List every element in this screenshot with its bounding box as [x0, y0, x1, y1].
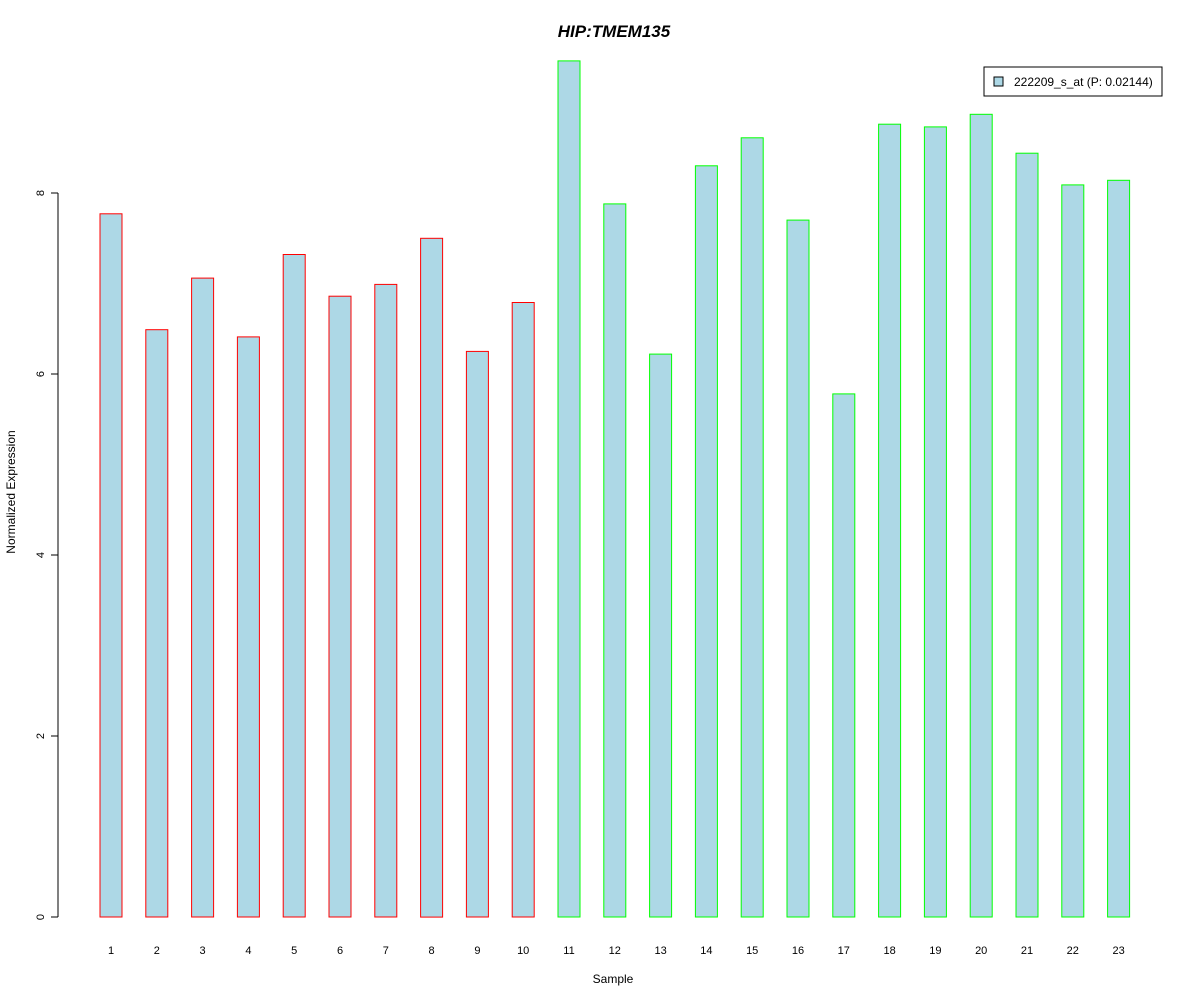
x-tick-label: 22	[1067, 945, 1079, 957]
x-tick-label: 18	[883, 945, 895, 957]
y-tick-label: 8	[35, 190, 47, 196]
x-tick-label: 20	[975, 945, 987, 957]
x-tick-label: 19	[929, 945, 941, 957]
bar-sample-19	[923, 126, 947, 918]
bar-sample-12	[603, 203, 627, 918]
bar-sample-2	[145, 329, 169, 918]
bar-sample-3	[191, 277, 215, 918]
bar-sample-17	[832, 393, 856, 918]
x-axis-tick-labels: 1 2 3 4 5 6 7 8 9 10 11 12 13 14 15 16 17 18 19 20 21 22 23	[108, 945, 1125, 957]
bar-sample-21	[1015, 152, 1039, 918]
y-tick-label: 2	[35, 733, 47, 739]
x-tick-label: 23	[1112, 945, 1124, 957]
x-tick-label: 5	[291, 945, 297, 957]
bar-sample-20	[969, 113, 993, 918]
bar-sample-10	[511, 302, 535, 918]
bar-sample-8	[420, 237, 444, 918]
bar-sample-13	[649, 353, 673, 918]
x-tick-label: 9	[474, 945, 480, 957]
bar-sample-22	[1061, 184, 1085, 918]
x-tick-label: 6	[337, 945, 343, 957]
y-axis: 0 2 4 6 8	[35, 190, 59, 920]
x-tick-label: 11	[563, 945, 574, 957]
x-tick-label: 3	[200, 945, 206, 957]
legend-swatch	[993, 76, 1004, 87]
y-axis-label: Normalized Expression	[4, 430, 18, 553]
x-tick-label: 4	[245, 945, 251, 957]
x-tick-label: 2	[154, 945, 160, 957]
bar-sample-16	[786, 219, 810, 918]
x-tick-label: 14	[700, 945, 712, 957]
x-tick-label: 1	[108, 945, 114, 957]
chart-title: HIP:TMEM135	[558, 22, 671, 41]
y-tick-label: 4	[35, 552, 47, 558]
bar-sample-18	[878, 123, 902, 918]
y-tick-label: 6	[35, 371, 47, 377]
x-tick-label: 8	[429, 945, 435, 957]
bar-sample-6	[328, 295, 352, 918]
x-tick-label: 21	[1021, 945, 1033, 957]
bar-sample-5	[282, 254, 306, 918]
x-tick-label: 13	[654, 945, 666, 957]
x-axis-label: Sample	[593, 972, 634, 986]
bar-sample-7	[374, 283, 398, 918]
x-tick-label: 16	[792, 945, 804, 957]
y-tick-label: 0	[35, 914, 47, 920]
x-tick-label: 10	[517, 945, 529, 957]
legend: 222209_s_at (P: 0.02144)	[983, 66, 1163, 97]
x-tick-label: 7	[383, 945, 389, 957]
bar-sample-15	[740, 137, 764, 918]
bars	[99, 60, 1131, 918]
legend-box	[983, 66, 1163, 97]
bar-sample-1	[99, 213, 123, 918]
bar-sample-4	[236, 336, 260, 918]
x-tick-label: 15	[746, 945, 758, 957]
bar-sample-11	[557, 60, 581, 918]
legend-label: 222209_s_at (P: 0.02144)	[1014, 75, 1153, 89]
x-tick-label: 12	[609, 945, 621, 957]
bar-sample-9	[465, 350, 489, 918]
x-tick-label: 17	[838, 945, 850, 957]
bar-sample-14	[694, 165, 718, 918]
bar-sample-23	[1107, 179, 1131, 918]
